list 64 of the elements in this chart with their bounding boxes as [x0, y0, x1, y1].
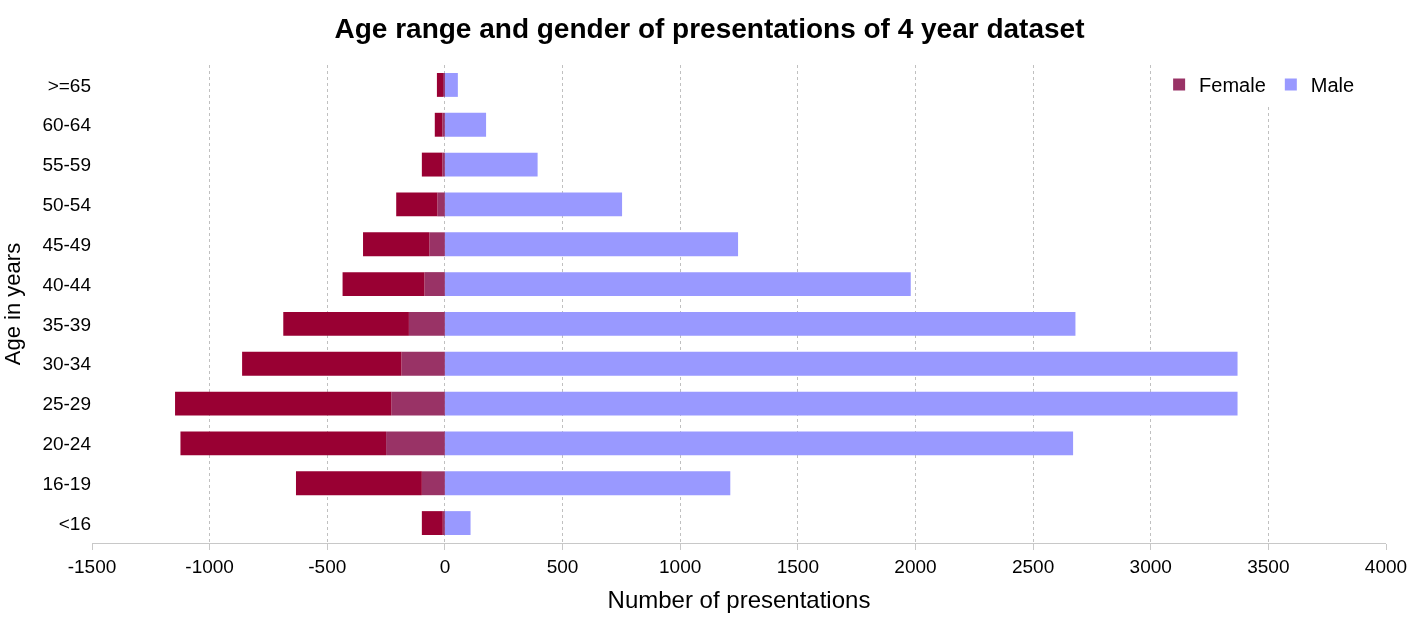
bar [342, 272, 425, 297]
x-tick-label: 2000 [894, 555, 937, 577]
x-tick-label: 3500 [1247, 555, 1290, 577]
bar [444, 232, 739, 257]
bar [444, 511, 471, 536]
bar [424, 272, 445, 297]
x-tick-label: 4000 [1364, 555, 1408, 577]
bar [283, 311, 409, 336]
bar [444, 351, 1238, 376]
bar [444, 391, 1238, 416]
y-tick-label: 55-59 [42, 154, 91, 176]
x-tick-label: -1500 [67, 555, 117, 577]
y-tick-label: 50-54 [42, 194, 92, 216]
y-tick-label: 35-39 [42, 313, 91, 335]
bar [180, 431, 387, 456]
y-tick-label: 40-44 [42, 273, 92, 295]
x-tick-label: 3000 [1129, 555, 1172, 577]
bar [242, 351, 402, 376]
x-axis-title: Number of presentations [607, 586, 871, 614]
bar [391, 391, 445, 416]
x-tick-label: 500 [546, 555, 579, 577]
bar [444, 431, 1074, 456]
y-tick-label: >=65 [47, 74, 91, 96]
y-tick-label: 45-49 [42, 233, 91, 255]
bar [444, 471, 731, 496]
y-tick-label: 25-29 [42, 393, 91, 415]
chart-title: Age range and gender of presentations of 4 year dataset [334, 13, 1085, 45]
bar [444, 152, 538, 177]
x-tick-label: 0 [439, 555, 451, 577]
bar [421, 152, 443, 177]
y-tick-label: 60-64 [42, 114, 92, 136]
bar [434, 112, 443, 137]
y-tick-label: <16 [58, 512, 91, 534]
bar [444, 72, 458, 97]
bar [408, 311, 445, 336]
y-tick-label: 20-24 [42, 433, 92, 455]
bar [175, 391, 392, 416]
y-tick-label: 16-19 [42, 472, 91, 494]
bar [444, 192, 623, 217]
x-tick-label: 1500 [776, 555, 819, 577]
legend-label: Female [1199, 74, 1266, 97]
bar [442, 112, 445, 137]
bar [401, 351, 445, 376]
x-tick-label: -1000 [185, 555, 234, 577]
bar [386, 431, 445, 456]
bar [295, 471, 422, 496]
bar [429, 232, 445, 257]
x-tick-label: 1000 [659, 555, 702, 577]
bar [442, 152, 445, 177]
y-tick-label: 30-34 [42, 353, 92, 375]
bar [421, 511, 443, 536]
bar [444, 272, 911, 297]
bar [437, 192, 445, 217]
y-axis-title: Age in years [0, 242, 26, 366]
x-tick-label: 2500 [1011, 555, 1055, 577]
bar [396, 192, 438, 217]
bar [444, 112, 487, 137]
legend-label: Male [1310, 74, 1355, 97]
bar [444, 311, 1076, 336]
bar [436, 72, 444, 97]
x-tick-label: -500 [308, 555, 347, 577]
bar [421, 471, 445, 496]
bar [442, 511, 445, 536]
bar [363, 232, 430, 257]
